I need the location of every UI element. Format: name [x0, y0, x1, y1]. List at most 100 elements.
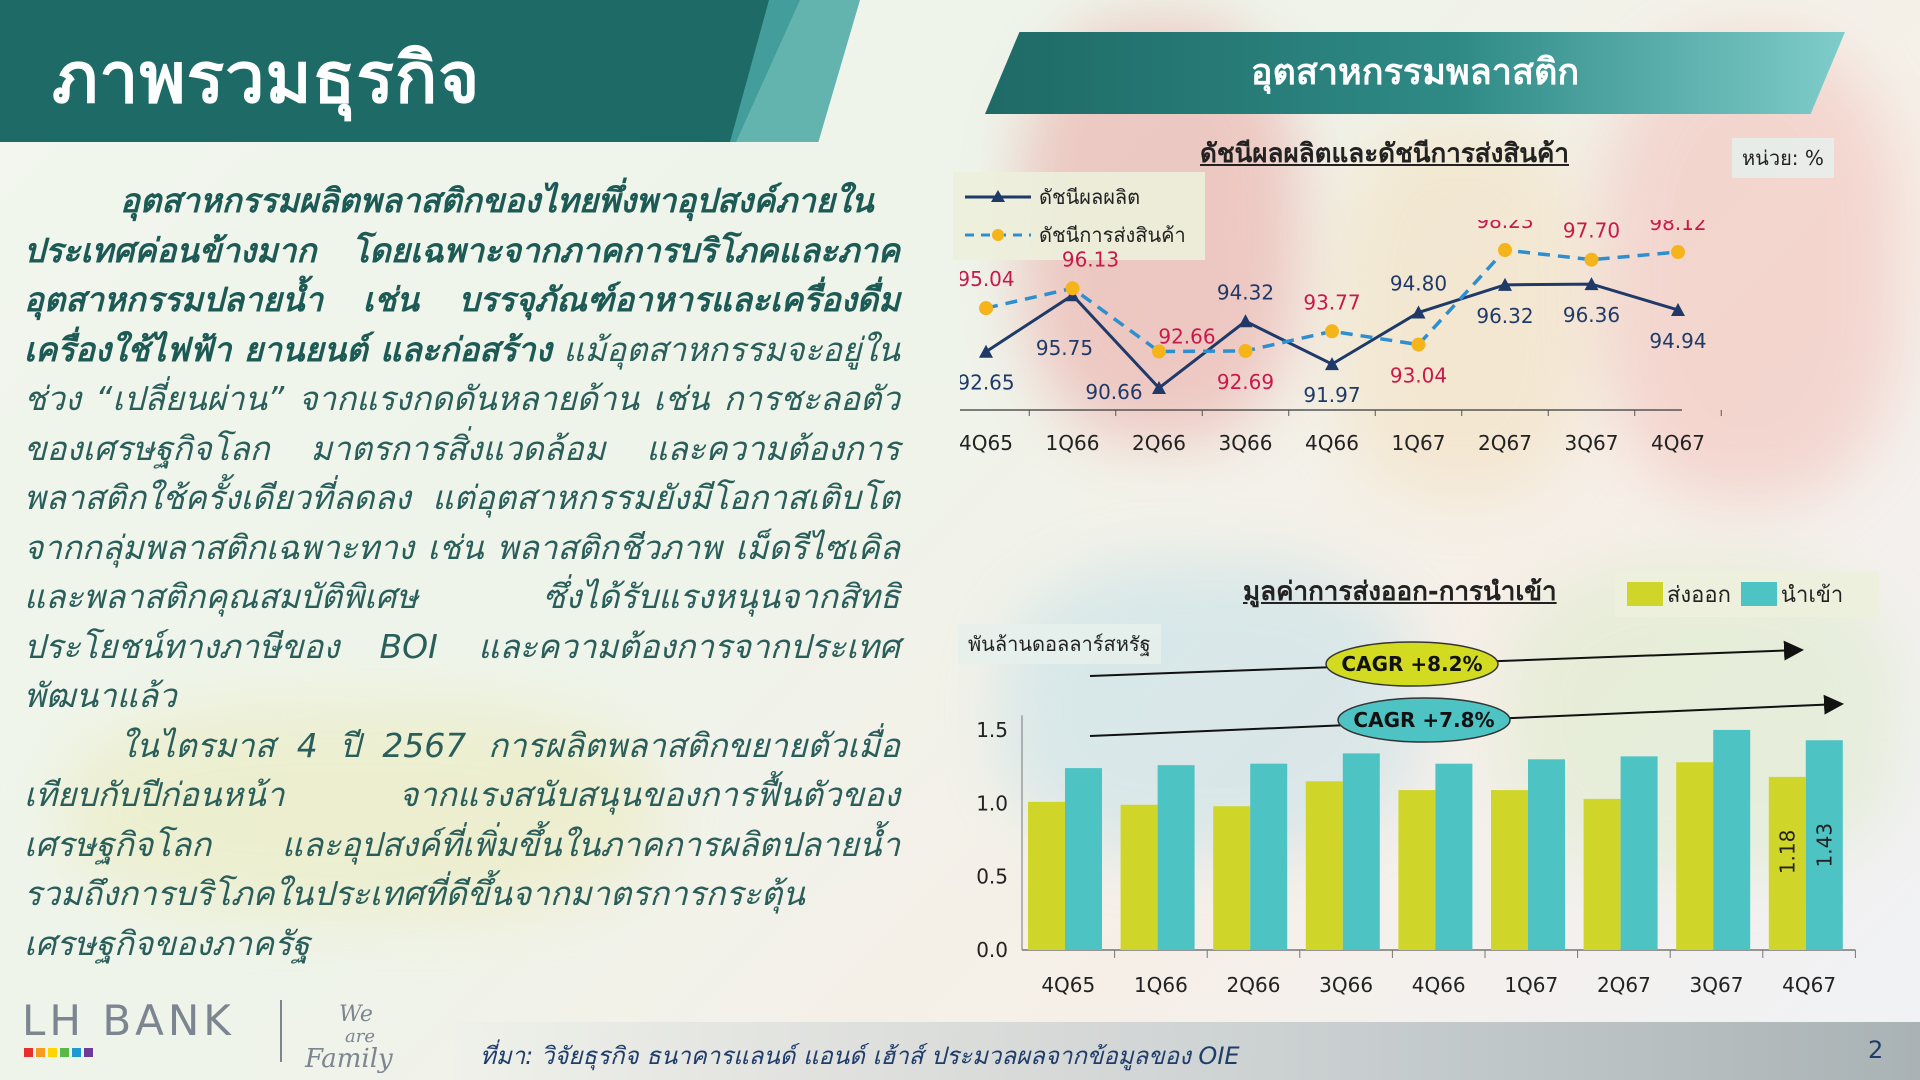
import-bar: [1250, 763, 1288, 950]
export-bar: [1398, 790, 1436, 950]
export-bar: [1768, 776, 1806, 950]
export-index-data-label: 98.23: [1476, 220, 1533, 233]
bar-chart-legend: ส่งออก นำเข้า: [1615, 571, 1879, 617]
section-banner: [985, 32, 1845, 114]
import-swatch: [1740, 582, 1777, 606]
production-point: [1671, 302, 1685, 316]
production-data-label: 90.66: [1085, 380, 1142, 404]
tagline-we: We: [339, 1002, 373, 1027]
x-tick-label: 1Q66: [1134, 973, 1188, 997]
import-bar: [1065, 768, 1102, 950]
background-decoration: [60, 700, 660, 920]
legend-item-production: ดัชนีผลผลิต: [963, 178, 1195, 216]
export-index-point: [1411, 337, 1426, 352]
logo-color-dots: [24, 1048, 93, 1057]
x-tick-label: 4Q67: [1782, 973, 1836, 997]
production-data-label: 91.97: [1303, 383, 1360, 407]
production-data-label: 94.94: [1649, 329, 1706, 353]
page-title: ภาพรวมธุรกิจ: [52, 37, 481, 119]
import-data-label: 1.43: [1812, 823, 1836, 868]
production-point: [1325, 357, 1339, 371]
x-tick-label: 3Q67: [1690, 973, 1744, 997]
export-index-point: [1584, 252, 1599, 267]
tagline-family: Family: [305, 1044, 393, 1074]
body-text: อุตสาหกรรมผลิตพลาสติกของไทยพึ่งพาอุปสงค์…: [24, 176, 900, 968]
export-index-point: [1325, 324, 1339, 339]
export-bar: [1491, 790, 1528, 950]
paragraph-2: ในไตรมาส 4 ปี 2567 การผลิตพลาสติกขยายตัว…: [24, 725, 900, 963]
production-point: [1152, 380, 1166, 394]
line-chart-legend: ดัชนีผลผลิต ดัชนีการส่งสินค้า: [953, 172, 1205, 260]
x-tick-label: 3Q66: [1219, 431, 1273, 455]
legend-item-export-index: ดัชนีการส่งสินค้า: [963, 216, 1195, 254]
x-tick-label: 3Q66: [1319, 973, 1373, 997]
export-bar: [1213, 806, 1251, 950]
import-bar: [1157, 765, 1195, 950]
paragraph-lead: อุตสาหกรรมผลิตพลาสติกของไทยพึ่งพาอุปสงค์…: [24, 181, 900, 369]
production-data-label: 94.80: [1390, 272, 1447, 296]
export-swatch: [1627, 582, 1663, 606]
title-banner: [0, 0, 800, 142]
production-point: [1498, 277, 1512, 291]
export-index-point: [1498, 243, 1512, 258]
source-note: ที่มา: วิจัยธุรกิจ ธนาคารแลนด์ แอนด์ เฮ้…: [480, 1042, 1240, 1070]
cagr-import-badge: [1337, 697, 1511, 743]
x-tick-label: 1Q67: [1504, 973, 1558, 997]
footer-bar: [455, 1022, 1920, 1080]
legend-label-export: ส่งออก: [1667, 582, 1731, 608]
export-bar: [1583, 798, 1621, 950]
export-index-data-label: 93.04: [1390, 364, 1447, 388]
production-point: [1411, 305, 1426, 319]
legend-label-import: นำเข้า: [1780, 582, 1844, 608]
production-line-icon: [965, 190, 1031, 202]
x-tick-label: 1Q67: [1392, 431, 1446, 455]
production-point: [1584, 277, 1599, 291]
page-number: 2: [1868, 1036, 1884, 1064]
paragraph-1: อุตสาหกรรมผลิตพลาสติกของไทยพึ่งพาอุปสงค์…: [24, 176, 900, 721]
production-data-label: 95.75: [1036, 336, 1093, 360]
x-tick-label: 1Q66: [1046, 431, 1100, 455]
cagr-export-badge: [1325, 641, 1499, 687]
export-index-point: [1152, 344, 1166, 359]
export-index-line-icon: [965, 229, 1031, 241]
background-decoration: [1330, 120, 1590, 500]
section-title: อุตสาหกรรมพลาสติก: [1250, 52, 1580, 93]
cagr-export-label: CAGR +8.2%: [1341, 652, 1482, 676]
x-tick-label: 4Q65: [1041, 973, 1095, 997]
unit-label: หน่วย: %: [1732, 138, 1834, 178]
x-tick-label: 4Q66: [1305, 431, 1359, 455]
lh-bank-logo: LH BANK: [22, 996, 235, 1045]
we-are-family-logo: We are Family: [305, 1002, 393, 1074]
export-bar: [1028, 801, 1065, 950]
x-tick-label: 2Q67: [1597, 973, 1651, 997]
export-index-point: [1238, 343, 1253, 358]
export-index-point: [1065, 281, 1080, 296]
paragraph-1-rest: แม้อุตสาหกรรมจะอยู่ในช่วง “เปลี่ยนผ่าน” …: [24, 329, 900, 716]
background-decoration: [1600, 40, 1900, 500]
export-index-point: [979, 301, 993, 316]
x-tick-label: 3Q67: [1565, 431, 1619, 455]
cagr-import-label: CAGR +7.8%: [1353, 708, 1494, 732]
y-tick-label: 0.0: [976, 938, 1008, 962]
export-index-data-label: 92.66: [1158, 325, 1215, 349]
legend-item-export: ส่งออก: [1627, 577, 1731, 612]
legend-label-production: ดัชนีผลผลิต: [1039, 185, 1141, 209]
x-tick-label: 4Q65: [960, 431, 1013, 455]
export-index-point: [1671, 245, 1685, 260]
export-bar: [1120, 804, 1158, 950]
tagline-are: are: [345, 1026, 375, 1047]
export-bar: [1676, 762, 1714, 950]
y-tick-label: 1.5: [976, 718, 1008, 742]
import-bar: [1620, 756, 1658, 950]
x-tick-label: 4Q67: [1651, 431, 1705, 455]
y-tick-label: 1.0: [976, 791, 1008, 815]
import-bar: [1713, 729, 1751, 950]
x-tick-label: 4Q66: [1412, 973, 1466, 997]
export-data-label: 1.18: [1775, 830, 1799, 875]
x-tick-label: 2Q67: [1478, 431, 1532, 455]
legend-item-import: นำเข้า: [1740, 577, 1844, 612]
production-data-label: 96.36: [1563, 303, 1620, 327]
import-bar: [1435, 763, 1473, 950]
production-data-label: 96.32: [1476, 304, 1533, 328]
bar-chart-title: มูลค่าการส่งออก-การนำเข้า: [1243, 577, 1557, 607]
